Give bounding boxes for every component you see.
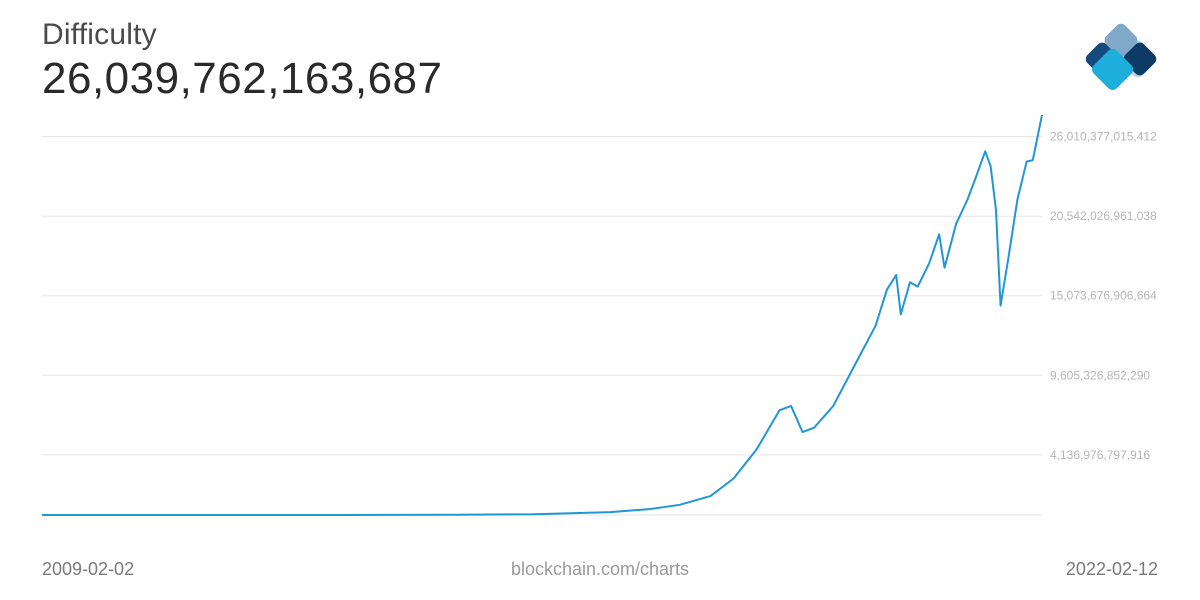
source-label: blockchain.com/charts: [42, 559, 1158, 580]
y-tick-label: 15,073,676,906,664: [1050, 289, 1157, 303]
y-tick-label: 26,010,377,015,412: [1050, 130, 1157, 144]
y-tick-label: 20,542,026,961,038: [1050, 209, 1157, 223]
chart-title: Difficulty: [42, 18, 443, 52]
y-tick-label: 9,605,326,852,290: [1050, 368, 1150, 382]
blockchain-logo-icon: [1084, 22, 1158, 96]
chart-value: 26,039,762,163,687: [42, 54, 443, 104]
y-tick-label: 4,136,976,797,916: [1050, 448, 1150, 462]
difficulty-chart: 4,136,976,797,916 9,605,326,852,290 15,073…: [42, 115, 1158, 535]
